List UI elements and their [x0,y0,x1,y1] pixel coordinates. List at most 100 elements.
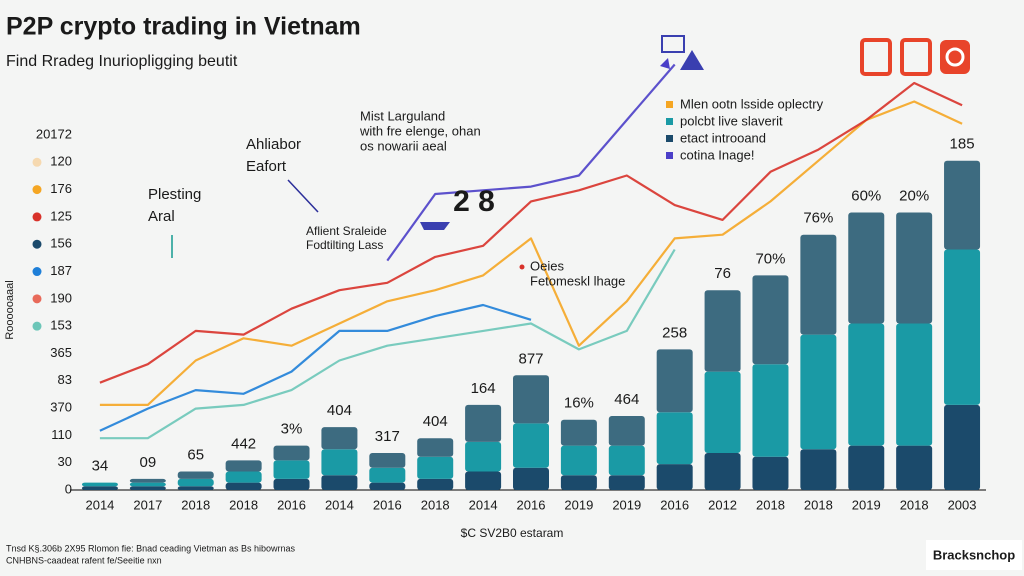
bar-annotation: 16% [564,395,594,412]
axis-label: 30 [58,454,72,469]
bar-annotation: 404 [423,413,448,430]
bar-annotation: 877 [518,350,543,367]
x-tick-label: 2016 [517,497,546,512]
annotation: Plesting [148,186,201,203]
bar-segment [752,275,789,365]
bar-segment [944,160,981,250]
x-tick-label: 2012 [708,497,737,512]
top-icons [420,35,970,230]
annotation: Eafort [246,158,287,175]
bar-annotation: 442 [231,435,256,452]
annotation: Oeies [530,258,564,273]
bar-segment [321,475,358,490]
annotation: Aral [148,208,175,225]
footnote: CNHBNS-caadeat rafent fe/Seeitie nxn [6,555,162,565]
icon [940,40,970,74]
legend-label: cotina Inage! [680,147,754,162]
annotation: Fetomeskl lhage [530,273,625,288]
bar-segment [848,445,885,490]
bar-annotation: 317 [375,428,400,445]
bar-annotation: 258 [662,324,687,341]
bar-annotation: 164 [471,380,496,397]
bar-segment [608,445,645,476]
bar-segment [800,334,837,450]
x-tick-label: 2019 [852,497,881,512]
bar-annotation: 70% [755,250,785,267]
bar-annotation: 3% [281,421,303,438]
annotation: with fre elenge, ohan [359,123,481,138]
icon [420,222,450,230]
pointer [287,179,319,213]
bar-segment [656,464,693,490]
bar-segment [273,460,310,479]
axis-label: 20172 [36,126,72,141]
x-tick-label: 2016 [277,497,306,512]
bar-segment [848,323,885,446]
bar-segment [560,475,597,490]
bar-segment [513,375,549,424]
legend-swatch [666,135,673,142]
bar-segment [896,323,933,446]
bar-segment [800,449,837,490]
bar-annotation: 65 [187,446,204,463]
bar-segment [177,478,214,487]
bar-segment [513,467,549,490]
x-tick-label: 2018 [229,497,258,512]
annotation: Fodtilting Lass [306,238,383,252]
brand-box [926,540,1022,570]
line [99,81,963,384]
bar-segment [560,445,597,476]
legend-dot [32,212,42,222]
x-tick-label: 2018 [804,497,833,512]
x-tick-label: 2017 [133,497,162,512]
x-tick-label: 2018 [756,497,785,512]
line [99,100,963,406]
line [99,303,532,432]
bar-segment [369,482,406,490]
axis-label: 125 [50,208,72,223]
x-tick-label: 2019 [612,497,641,512]
bar-segment [225,460,262,472]
axis-label: 120 [50,154,72,169]
line [386,63,676,262]
x-axis-title: $C SV2B0 estaram [461,526,564,540]
x-tick-label: 2003 [948,497,977,512]
bar-segment [417,478,454,490]
x-tick-label: 2016 [373,497,402,512]
x-tick-label: 2018 [900,497,929,512]
bar-segment [321,449,358,476]
axis-label: 187 [50,263,72,278]
bar-segment [465,441,502,472]
axis-label: 190 [50,290,72,305]
bar-segment [273,445,310,461]
bar-segment [465,471,502,490]
chart-subtitle: Find Rradeg Inuriopligging beutit [6,53,238,70]
bar-annotation: 20% [899,187,929,204]
bar-segment [321,427,358,450]
bar-segment [225,482,262,490]
bar-segment [129,486,166,490]
bar-segment [417,456,454,479]
bar-segment [560,419,597,446]
axis-label: 0 [65,481,72,496]
bar-segment [465,404,502,442]
bar-segment [513,423,549,468]
bar-segment [177,471,214,479]
icon [661,35,685,53]
x-tick-label: 2014 [85,497,114,512]
bar-segment [656,412,693,465]
bar-segment [752,456,789,490]
axis-label: 365 [50,345,72,360]
brand: Bracksnchop [933,547,1015,562]
bar-annotation: 404 [327,402,352,419]
axis-label: 370 [50,400,72,415]
legend-swatch [666,152,673,159]
x-tick-label: 2018 [421,497,450,512]
legend-dot [32,157,42,167]
legend-dot [32,321,42,331]
legend-swatch [666,118,673,125]
y-axis-title: Roooooaaal [4,280,16,339]
x-tick-label: 2019 [564,497,593,512]
bar-segment [704,453,741,490]
axis-label: 83 [58,372,72,387]
